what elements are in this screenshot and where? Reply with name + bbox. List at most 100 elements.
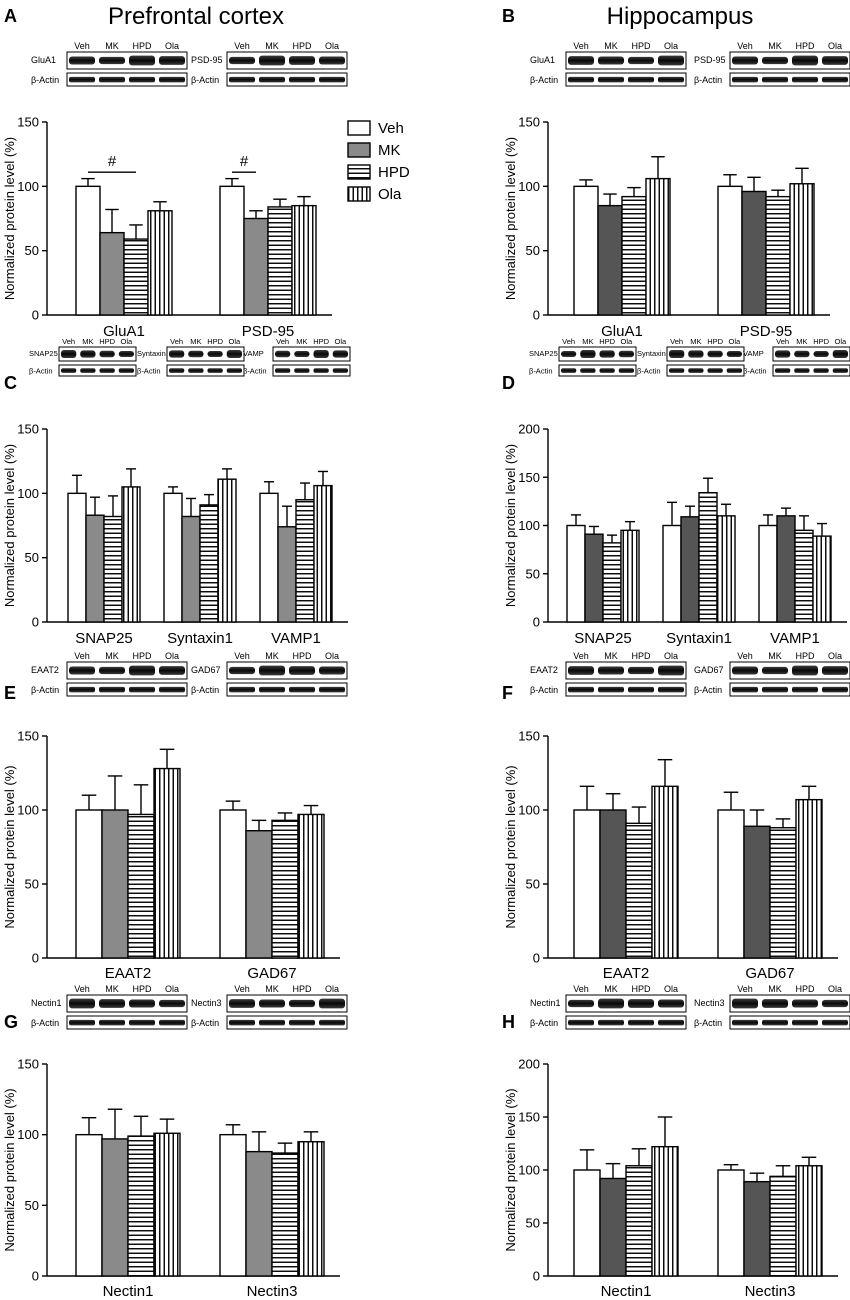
- legend-swatch-ola: [347, 186, 371, 202]
- blot-band: [289, 56, 315, 65]
- bar-hpd-eaat2: [127, 813, 155, 959]
- blot-band: [229, 56, 255, 65]
- blot-actin-band: [688, 368, 704, 373]
- blot-target-label: EAAT2: [31, 665, 59, 675]
- blot-target-frame: [226, 661, 348, 680]
- blot-band: [628, 56, 654, 65]
- category-label: GAD67: [247, 965, 296, 982]
- blot-band: [813, 351, 829, 357]
- blot-target-frame: [66, 51, 188, 70]
- blot-lane-label: MK: [604, 41, 618, 51]
- blot-lane-label: HPD: [631, 984, 651, 994]
- blot-lane-label: MK: [82, 337, 93, 346]
- blot-lane-label: Veh: [562, 337, 575, 346]
- blot-actin-band: [188, 368, 204, 373]
- y-tick-label: 50: [25, 243, 39, 258]
- blot-lane-label: MK: [265, 41, 279, 51]
- blot-actin-band: [259, 1019, 285, 1026]
- blot-lane-label: MK: [604, 984, 618, 994]
- blot-target-label: Nectin3: [191, 998, 222, 1008]
- legend-label-mk: MK: [378, 142, 401, 159]
- blot-band: [568, 999, 594, 1008]
- significance-mark: #: [240, 153, 249, 170]
- bar-ola-psd-95: [291, 204, 317, 316]
- bar-veh-vamp1: [259, 492, 279, 623]
- blot-band: [726, 351, 742, 357]
- y-tick-label: 100: [518, 179, 540, 194]
- blot-loading-frame: [666, 364, 745, 377]
- blot-band: [229, 999, 255, 1008]
- blot-lane-label: Veh: [776, 337, 789, 346]
- blot-band: [732, 998, 758, 1009]
- blot-actin-band: [561, 368, 577, 373]
- y-tick-label: 100: [518, 803, 540, 818]
- blot-band: [259, 999, 285, 1008]
- blot-actin-band: [332, 368, 348, 373]
- bar-mk-psd-95: [741, 190, 767, 316]
- bar-mk-snap25: [85, 514, 105, 623]
- blot-lane-label: MK: [690, 337, 701, 346]
- y-axis-label: Normalized protein level (%): [2, 765, 17, 928]
- blot-lane-label: MK: [768, 651, 782, 661]
- blot-actin-band: [99, 368, 115, 373]
- bar-veh-syntaxin1: [163, 492, 183, 623]
- bar-veh-glua1: [75, 185, 101, 316]
- blot-loading-frame: [66, 72, 188, 87]
- blot-loading-label: β-Actin: [694, 1018, 722, 1028]
- blot-loading-frame: [729, 682, 850, 697]
- blot-actin-band: [792, 76, 818, 83]
- bar-ola-glua1: [645, 177, 671, 316]
- y-axis-label: Normalized protein level (%): [2, 137, 17, 300]
- blot-band: [618, 350, 634, 358]
- blot-lane-label: HPD: [292, 984, 312, 994]
- bar-mk-eaat2: [599, 809, 627, 959]
- panel-h: H Veh MK HPD Ola Nectin1 β-Actin Veh MK HPD Ola Nec…: [502, 984, 850, 1300]
- blot-loading-frame: [729, 72, 850, 87]
- blot-actin-band: [229, 76, 255, 83]
- y-tick-label: 150: [518, 470, 540, 485]
- bar-hpd-nectin1: [127, 1135, 155, 1277]
- blot-actin-band: [226, 368, 242, 373]
- bar-hpd-nectin3: [769, 1175, 797, 1277]
- y-tick-label: 150: [17, 422, 39, 437]
- bar-mk-gad67: [245, 830, 273, 959]
- blot-band: [129, 999, 155, 1008]
- bar-veh-glua1: [573, 185, 599, 316]
- blot-loading-frame: [558, 364, 637, 377]
- blot-loading-frame: [729, 1015, 850, 1030]
- blot-band: [762, 56, 788, 65]
- blot-band: [792, 999, 818, 1008]
- blot-lane-label: HPD: [631, 41, 651, 51]
- blot-lane-label: Veh: [737, 651, 753, 661]
- y-tick-label: 50: [526, 566, 540, 581]
- blot-target-label: SNAP25: [529, 349, 558, 358]
- bar-ola-syntaxin1: [217, 478, 237, 623]
- blot-actin-band: [775, 368, 791, 373]
- blot-band: [832, 350, 848, 358]
- blot-lane-label: HPD: [99, 337, 115, 346]
- blot-band: [99, 666, 125, 675]
- blot-target-frame: [226, 994, 348, 1013]
- panel-label: D: [502, 373, 515, 393]
- blot-target-frame: [565, 661, 687, 680]
- blot-band: [792, 55, 818, 66]
- blot-loading-frame: [565, 1015, 687, 1030]
- blot-lane-label: Ola: [664, 651, 678, 661]
- y-axis-label: Normalized protein level (%): [2, 1088, 17, 1251]
- blot-band: [159, 999, 185, 1008]
- blot-actin-band: [628, 76, 654, 83]
- blot-loading-frame: [565, 682, 687, 697]
- blot-actin-band: [319, 686, 345, 693]
- blot-loading-frame: [565, 72, 687, 87]
- blot-target-frame: [66, 661, 188, 680]
- blot-actin-band: [275, 368, 291, 373]
- bar-mk-nectin3: [743, 1180, 771, 1277]
- bar-mk-eaat2: [101, 809, 129, 959]
- y-tick-label: 0: [533, 951, 540, 966]
- blot-lane-label: MK: [768, 984, 782, 994]
- blot-lane-label: Ola: [165, 984, 179, 994]
- blot-lane-label: Ola: [335, 337, 348, 346]
- blot-band: [775, 350, 791, 358]
- blot-lane-label: Ola: [325, 41, 339, 51]
